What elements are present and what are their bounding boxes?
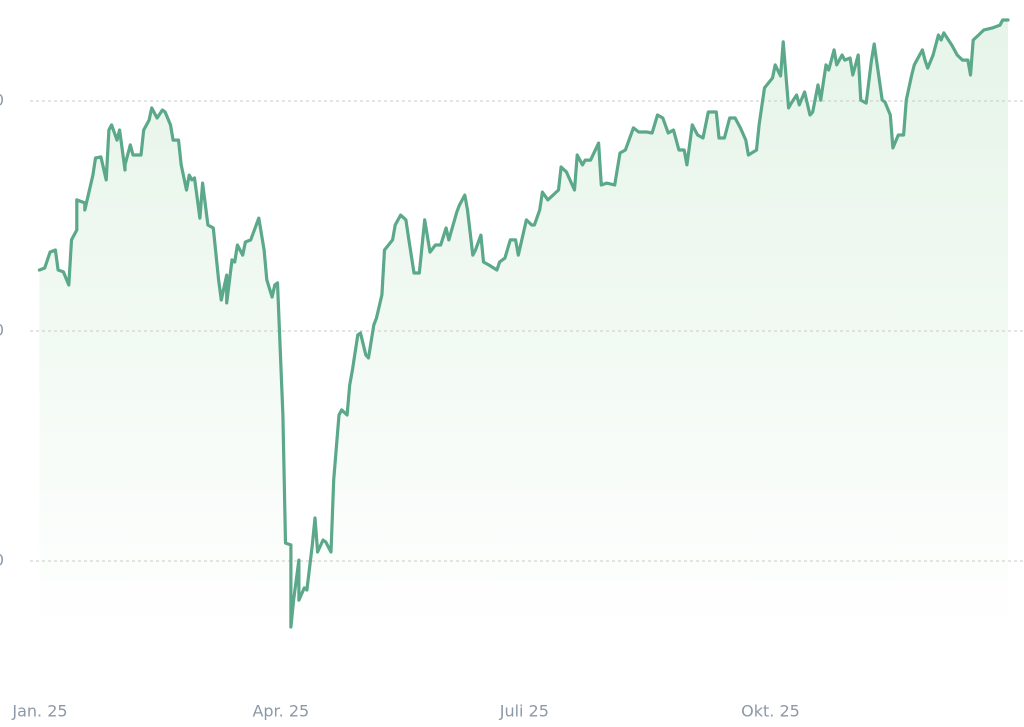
x-tick-label: Apr. 25 (252, 702, 309, 721)
y-tick-label: 100 (0, 321, 4, 340)
y-tick-label: 90 (0, 551, 4, 570)
x-tick-label: Juli 25 (499, 702, 549, 721)
price-line (37, 18, 1010, 629)
x-tick-label: Okt. 25 (741, 702, 800, 721)
y-tick-label: 110 (0, 91, 4, 110)
x-tick-label: Jan. 25 (11, 702, 67, 721)
area-fill (39, 20, 1009, 635)
